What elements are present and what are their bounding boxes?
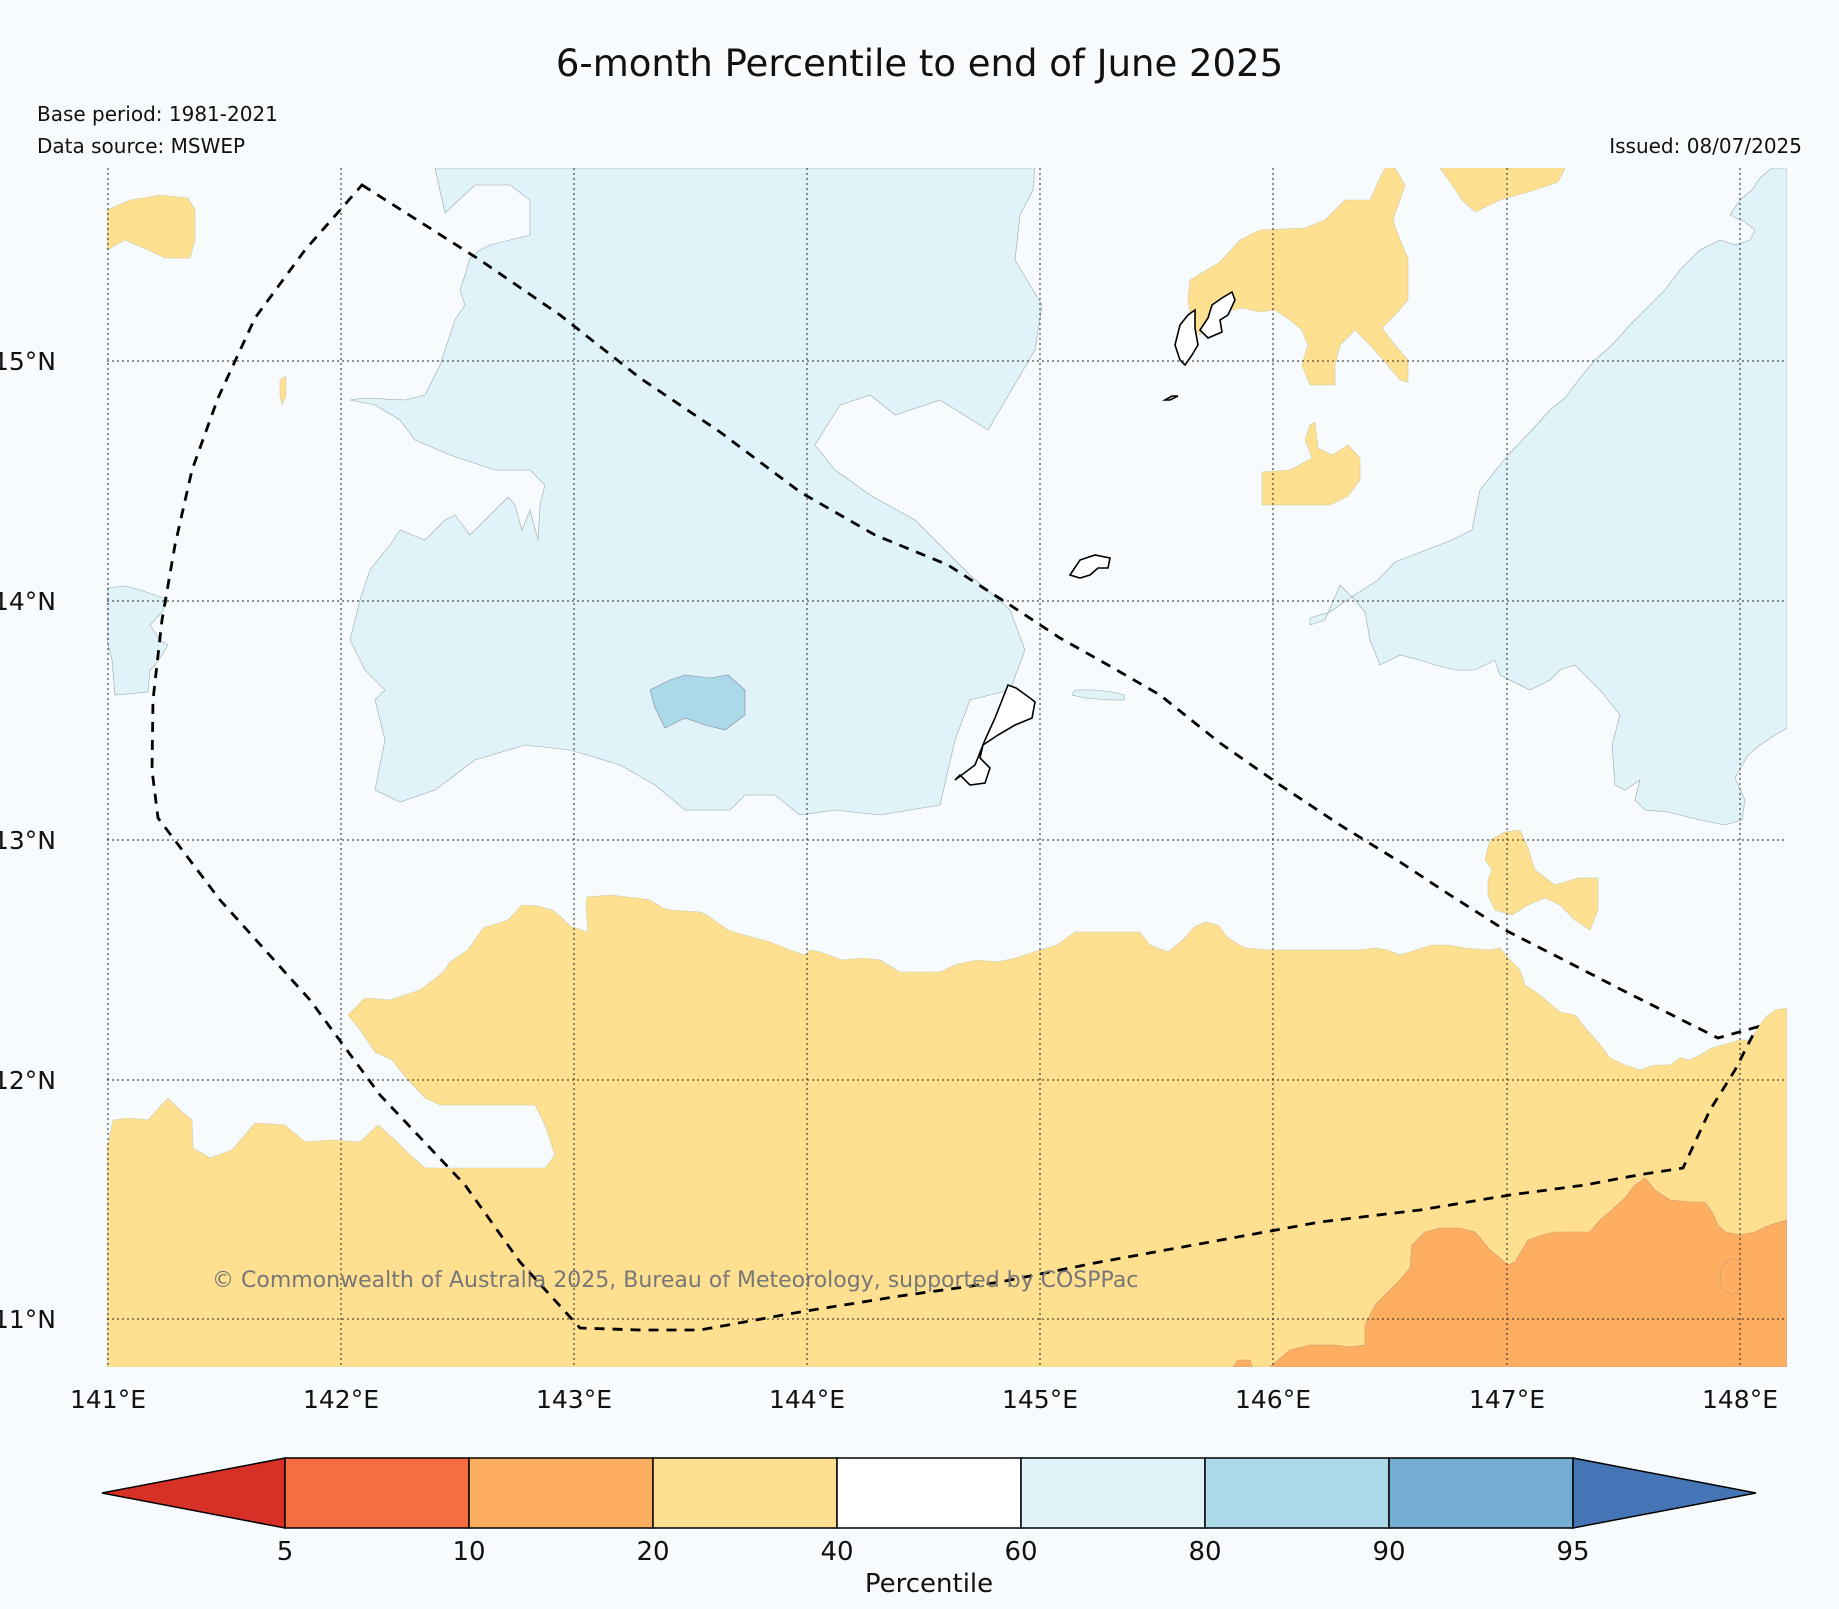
copyright-text: © Commonwealth of Australia 2025, Bureau… bbox=[212, 1268, 1138, 1293]
colorbar-tick-5: 5 bbox=[277, 1537, 294, 1567]
lat-label-13n: 13°N bbox=[0, 826, 56, 855]
colorbar-tick-20: 20 bbox=[636, 1537, 669, 1567]
wet-region-80-90 bbox=[649, 674, 746, 731]
lat-label-15n: 15°N bbox=[0, 347, 56, 376]
data-source-text: Data source: MSWEP bbox=[37, 134, 246, 158]
lat-label-12n: 12°N bbox=[0, 1066, 56, 1095]
map-plot-area bbox=[107, 168, 1787, 1367]
lat-label-14n: 14°N bbox=[0, 587, 56, 616]
lon-label-142e: 142°E bbox=[303, 1385, 379, 1414]
map-title: 6-month Percentile to end of June 2025 bbox=[555, 42, 1284, 85]
colorbar-tick-80: 80 bbox=[1188, 1537, 1221, 1567]
lon-label-145e: 145°E bbox=[1002, 1385, 1078, 1414]
lat-label-11n: 11°N bbox=[0, 1305, 56, 1334]
dry-region-10-20 bbox=[1232, 1177, 1787, 1367]
colorbar-segment-5-10 bbox=[284, 1457, 470, 1529]
colorbar-segment-90-95 bbox=[1388, 1457, 1574, 1529]
eez-boundary bbox=[150, 183, 1760, 1332]
longitude-labels: 141°E 142°E 143°E 144°E 145°E 146°E 147°… bbox=[70, 1385, 1778, 1414]
colorbar-tick-95: 95 bbox=[1556, 1537, 1589, 1567]
colorbar-segment-20-40 bbox=[652, 1457, 838, 1529]
colorbar-segment-60-80 bbox=[1020, 1457, 1206, 1529]
colorbar: 5 10 20 40 60 80 90 95 Percentile bbox=[101, 1457, 1757, 1599]
lon-label-141e: 141°E bbox=[70, 1385, 146, 1414]
colorbar-extend-high bbox=[1572, 1457, 1757, 1529]
lon-label-147e: 147°E bbox=[1469, 1385, 1545, 1414]
colorbar-tick-40: 40 bbox=[820, 1537, 853, 1567]
colorbar-label: Percentile bbox=[865, 1569, 993, 1599]
colorbar-tick-10: 10 bbox=[452, 1537, 485, 1567]
colorbar-segment-80-90 bbox=[1204, 1457, 1390, 1529]
map-gridlines bbox=[107, 168, 1787, 1367]
lon-label-146e: 146°E bbox=[1235, 1385, 1311, 1414]
colorbar-segment-10-20 bbox=[468, 1457, 654, 1529]
colorbar-tick-90: 90 bbox=[1372, 1537, 1405, 1567]
colorbar-ticks: 5 10 20 40 60 80 90 95 bbox=[277, 1537, 1590, 1567]
issued-date-text: Issued: 08/07/2025 bbox=[1609, 134, 1802, 158]
lon-label-144e: 144°E bbox=[769, 1385, 845, 1414]
lon-label-148e: 148°E bbox=[1702, 1385, 1778, 1414]
dry-region-20-40 bbox=[107, 168, 1787, 1367]
colorbar-tick-60: 60 bbox=[1004, 1537, 1037, 1567]
colorbar-extend-low bbox=[101, 1457, 286, 1529]
wet-region-60-80 bbox=[107, 168, 1787, 826]
base-period-text: Base period: 1981-2021 bbox=[37, 102, 278, 126]
colorbar-segment-40-60 bbox=[836, 1457, 1022, 1529]
latitude-labels: 15°N 14°N 13°N 12°N 11°N bbox=[0, 347, 56, 1334]
lon-label-143e: 143°E bbox=[536, 1385, 612, 1414]
island-outlines bbox=[954, 290, 1236, 786]
